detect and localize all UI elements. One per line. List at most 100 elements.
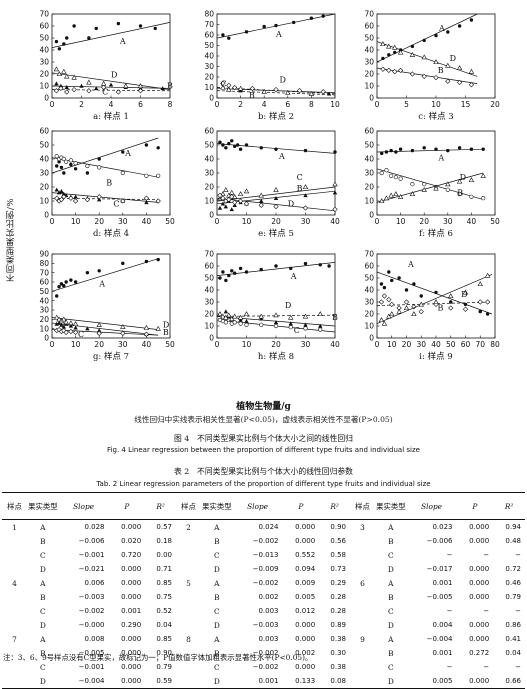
data-point <box>469 194 474 199</box>
data-point <box>217 205 223 210</box>
x-axis-title: 植物生物量/g <box>236 402 291 412</box>
series-label: A <box>437 153 444 162</box>
data-point <box>100 80 107 86</box>
data-point <box>259 322 264 327</box>
data-point <box>409 51 416 57</box>
table-cell-type: A <box>214 634 220 644</box>
series-label: D <box>461 290 467 299</box>
table-cell-slope: 0.024 <box>258 523 279 531</box>
data-point <box>58 85 64 92</box>
data-point <box>446 148 450 153</box>
table-cell-type: A <box>40 522 46 532</box>
table-cell-slope: 0.001 <box>432 579 453 587</box>
data-point <box>54 195 60 201</box>
x-tick-label: 10 <box>387 340 397 349</box>
data-point <box>243 188 250 194</box>
data-point <box>217 311 223 317</box>
x-tick-label: 0 <box>215 217 220 226</box>
data-point <box>421 54 427 60</box>
y-tick-label: 20 <box>39 183 49 192</box>
header-r2: R² <box>330 501 339 511</box>
y-tick-label: 30 <box>204 298 214 307</box>
data-point <box>273 86 279 93</box>
data-point <box>389 311 395 317</box>
header-r2: R² <box>504 501 514 511</box>
data-point <box>318 263 322 267</box>
data-point <box>386 296 392 303</box>
data-point <box>227 36 231 40</box>
table-cell-slope: 0.003 <box>258 635 279 643</box>
data-point <box>73 280 78 284</box>
table-cell-type: A <box>40 634 46 644</box>
data-point <box>232 320 237 325</box>
fit-line-A <box>51 137 159 174</box>
y-tick-label: 0 <box>209 94 214 103</box>
header-type: 果实类型 <box>202 501 232 511</box>
data-point <box>446 30 450 34</box>
header-site: 样点 <box>355 501 370 511</box>
data-point <box>155 198 161 204</box>
x-tick-label: 8 <box>309 100 314 109</box>
table-cell-slope: −0.002 <box>252 579 279 587</box>
y-tick-label: 0 <box>44 211 49 220</box>
table-cell-type: B <box>388 592 394 602</box>
data-point <box>218 276 222 280</box>
table-cell-slope: −0.005 <box>426 593 453 601</box>
table-cell-p: 0.000 <box>295 523 316 531</box>
fit-line-A <box>376 148 484 153</box>
y-tick-label: 50 <box>364 34 374 43</box>
data-point <box>303 261 308 266</box>
table-cell-p: 0.001 <box>121 607 142 615</box>
data-point <box>244 30 249 34</box>
data-point <box>387 270 391 274</box>
data-point <box>468 82 475 88</box>
data-point <box>221 270 225 274</box>
data-point <box>237 314 244 320</box>
fit-line-B <box>51 85 171 89</box>
data-point <box>411 311 417 317</box>
table-cell-p: 0.000 <box>469 537 490 545</box>
data-point <box>332 206 338 213</box>
data-point <box>244 319 249 323</box>
table-cell-slope: −0.002 <box>78 607 105 615</box>
panel-title: e: 样点 5 <box>258 228 294 239</box>
y-axis-title: 不同类型果实比例/% <box>6 198 16 282</box>
y-tick-label: 50 <box>204 141 214 150</box>
data-point <box>229 189 235 195</box>
y-tick-label: 50 <box>39 141 49 150</box>
data-point <box>220 201 226 206</box>
data-point <box>233 144 237 149</box>
data-point <box>223 309 229 314</box>
y-tick-label: 10 <box>204 322 214 331</box>
data-point <box>217 192 223 199</box>
data-point <box>97 269 101 273</box>
series-label: B <box>332 313 338 322</box>
x-tick-label: 20 <box>490 100 500 109</box>
y-tick-label: 40 <box>204 52 214 61</box>
fit-line-B <box>51 192 159 203</box>
table-cell-p: 0.002 <box>295 649 316 657</box>
table-cell-slope: −0.009 <box>252 565 279 573</box>
data-point <box>321 14 325 18</box>
x-tick-label: 10 <box>330 100 340 109</box>
data-point <box>384 150 389 154</box>
data-point <box>96 330 102 336</box>
y-tick-label: 70 <box>204 250 214 259</box>
data-point <box>410 148 415 153</box>
header-site: 样点 <box>181 501 196 511</box>
data-point <box>478 309 482 314</box>
data-point <box>381 56 385 61</box>
table-cell-type: D <box>39 564 46 574</box>
table-cell-type: C <box>388 606 394 616</box>
data-point <box>303 148 308 153</box>
y-tick-label: 50 <box>204 274 214 283</box>
table-cell-type: C <box>388 662 394 672</box>
x-tick-label: 50 <box>490 217 500 226</box>
data-point <box>61 191 66 196</box>
table-cell-r2: 0.00 <box>156 551 172 559</box>
table-cell-slope: −0.003 <box>252 621 279 629</box>
series-label: B <box>438 66 444 75</box>
data-point <box>393 175 398 180</box>
